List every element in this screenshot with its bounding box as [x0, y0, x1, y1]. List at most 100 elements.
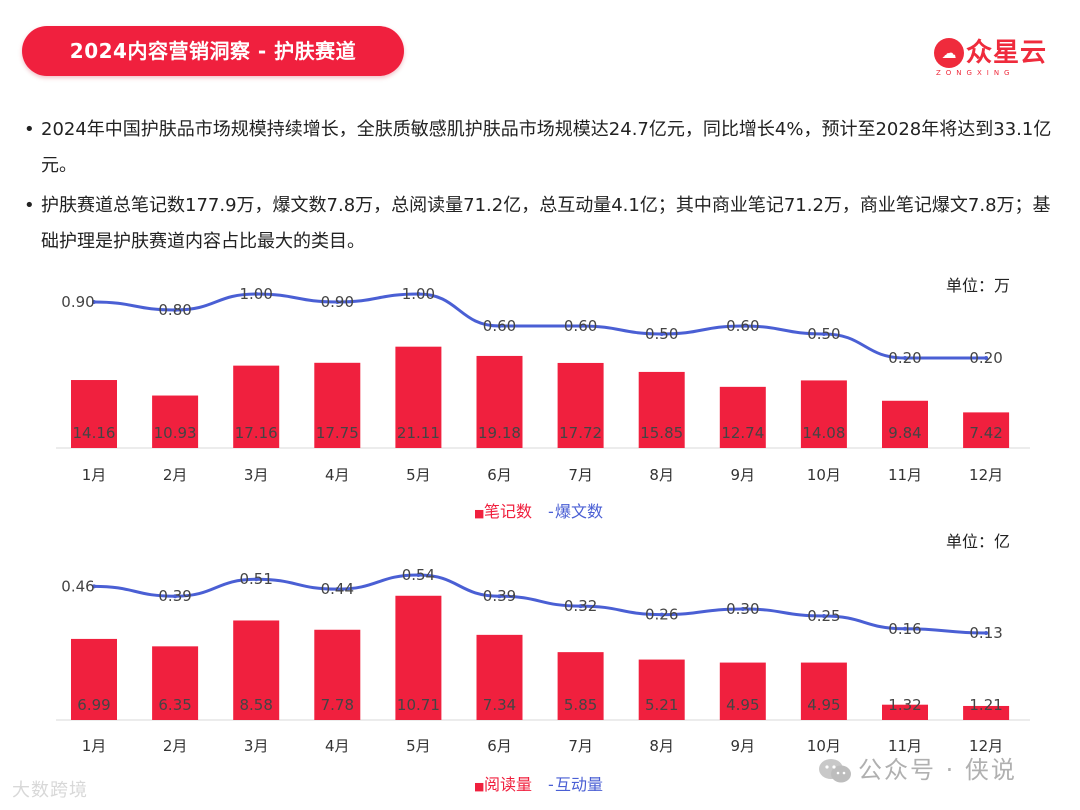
line-point [821, 332, 826, 336]
bar-value-label: 10.93 [154, 424, 197, 442]
x-tick-label: 8月 [649, 737, 674, 755]
bar-value-label: 17.72 [559, 424, 602, 442]
line-point [740, 606, 745, 611]
bar-value-label: 7.78 [321, 696, 354, 714]
page-title: 2024内容营销洞察 - 护肤赛道 [22, 26, 404, 76]
line-point [578, 324, 583, 328]
x-tick-label: 7月 [568, 466, 593, 484]
brand-logo: ☁ 众星云 ZONGXING [934, 36, 1054, 80]
x-tick-label: 11月 [888, 737, 922, 755]
line-value-label: 0.30 [726, 600, 759, 618]
bullet-text: 护肤赛道总笔记数177.9万，爆文数7.8万，总阅读量71.2亿，总互动量4.1… [41, 195, 1051, 252]
x-tick-label: 9月 [731, 466, 756, 484]
bar-3 [233, 620, 280, 720]
line-value-label: 0.60 [726, 317, 759, 335]
line-point [335, 587, 340, 592]
unit-label: 单位：万 [946, 276, 1010, 295]
cloud-icon: ☁ [934, 38, 964, 68]
line-value-label: 0.50 [807, 325, 840, 343]
legend-line-marker: - [548, 502, 554, 521]
bar-11 [882, 704, 928, 720]
line-value-label: 0.20 [969, 349, 1002, 367]
chart-legend: ■ 阅读量 - 互动量 [474, 775, 603, 794]
bar-value-label: 4.95 [807, 696, 840, 714]
bar-9 [719, 386, 766, 448]
x-tick-label: 9月 [731, 737, 756, 755]
bar-value-label: 19.18 [478, 424, 521, 442]
x-tick-label: 4月 [325, 466, 350, 484]
line-value-label: 0.13 [969, 624, 1002, 642]
line-value-label: 0.90 [61, 293, 94, 311]
line-value-label: 0.20 [888, 349, 921, 367]
line-point [416, 573, 421, 577]
bar-value-label: 5.85 [564, 696, 597, 714]
bar-8 [638, 371, 685, 448]
bar-12 [963, 705, 1010, 720]
bar-value-label: 9.84 [888, 424, 921, 442]
line-value-label: 0.39 [158, 587, 191, 605]
bar-2 [152, 395, 199, 448]
bar-value-label: 7.42 [969, 424, 1002, 442]
line-point [254, 577, 259, 582]
brand-name: 众星云 [966, 38, 1048, 68]
x-tick-label: 5月 [406, 466, 431, 484]
bar-value-label: 6.99 [77, 696, 110, 714]
legend-bar-marker: ■ [474, 780, 484, 793]
bar-1 [71, 638, 117, 720]
line-point [984, 631, 989, 635]
line-point [497, 324, 502, 328]
bar-12 [963, 412, 1010, 448]
notes-chart: 单位：万 14.16 1月 10.93 2月 17.16 3月 17.75 4月 21.11 5月 1… [56, 276, 1030, 521]
bar-value-label: 15.85 [640, 424, 683, 442]
bar-value-label: 8.58 [239, 696, 272, 714]
x-tick-label: 3月 [244, 737, 269, 755]
line-value-label: 0.60 [564, 317, 597, 335]
x-tick-label: 1月 [82, 737, 107, 755]
bar-7 [557, 362, 604, 448]
bar-5 [395, 346, 442, 448]
brand-subtitle: ZONGXING [936, 69, 1015, 77]
line-value-label: 0.39 [483, 587, 516, 605]
x-tick-label: 4月 [325, 737, 350, 755]
watermark-right-text: 公众号 · 侠说 [858, 756, 1017, 784]
bar-5 [395, 595, 442, 720]
bar-9 [719, 662, 766, 720]
x-tick-label: 6月 [487, 466, 512, 484]
line-value-label: 0.44 [321, 580, 354, 598]
x-tick-label: 2月 [163, 737, 188, 755]
bullet-item: • 护肤赛道总笔记数177.9万，爆文数7.8万，总阅读量71.2亿，总互动量4… [24, 188, 1064, 260]
bar-value-label: 1.32 [888, 696, 921, 714]
line-value-label: 0.51 [239, 570, 272, 588]
bullet-item: • 2024年中国护肤品市场规模持续增长，全肤质敏感肌护肤品市场规模达24.7亿… [24, 112, 1064, 184]
reads-chart: 单位：亿 6.99 1月 6.35 2月 8.58 3月 7.78 4月 10.71 5月 7.34 6… [56, 532, 1030, 794]
line-value-label: 1.00 [402, 285, 435, 303]
bar-6 [476, 355, 523, 448]
x-tick-label: 10月 [807, 737, 841, 755]
line-point [92, 300, 96, 304]
line-value-label: 0.50 [645, 325, 678, 343]
bar-value-label: 10.71 [397, 696, 440, 714]
x-tick-label: 1月 [82, 466, 107, 484]
line-point [659, 332, 664, 336]
unit-label: 单位：亿 [946, 532, 1010, 551]
x-tick-label: 7月 [568, 737, 593, 755]
bar-2 [152, 646, 199, 720]
legend-line-label: 爆文数 [555, 502, 603, 521]
watermark-left: 大数跨境 [12, 780, 88, 801]
line-point [335, 300, 340, 304]
line-value-label: 1.00 [239, 285, 272, 303]
bar-value-label: 21.11 [397, 424, 440, 442]
legend-bar-label: 笔记数 [484, 502, 532, 521]
line-point [416, 292, 421, 296]
line-value-label: 0.16 [888, 620, 921, 638]
bar-10 [800, 380, 847, 448]
bar-value-label: 7.34 [483, 696, 516, 714]
x-tick-label: 6月 [487, 737, 512, 755]
line-point [578, 604, 583, 609]
bar-value-label: 14.16 [73, 424, 116, 442]
line-point [903, 356, 907, 360]
line-point [173, 594, 178, 599]
chart-legend: ■ 笔记数 - 爆文数 [474, 502, 603, 521]
line-value-label: 0.46 [61, 577, 94, 595]
x-tick-label: 12月 [969, 466, 1003, 484]
